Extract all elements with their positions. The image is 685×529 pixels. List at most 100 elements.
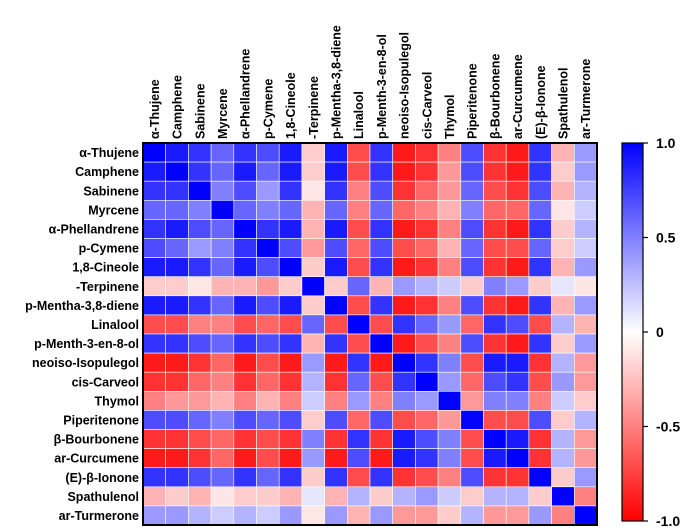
heatmap-cell: [188, 276, 212, 297]
heatmap-cell: [188, 295, 212, 316]
heatmap-cell: [392, 486, 416, 507]
heatmap-cell: [505, 238, 530, 258]
heatmap-cell: [483, 352, 507, 373]
heatmap-cell: [256, 505, 280, 526]
heatmap-cell: [415, 238, 439, 258]
heatmap-cell: [460, 219, 484, 239]
heatmap-cell: [210, 333, 235, 354]
heatmap-cell: [278, 505, 303, 526]
column-label: p-Cymene: [261, 79, 275, 139]
heatmap-cell: [233, 467, 257, 488]
row-label: p-Mentha-3,8-diene: [25, 299, 139, 313]
heatmap-cell: [165, 238, 189, 258]
heatmap-cell: [301, 257, 325, 278]
heatmap-cell: [210, 390, 235, 411]
heatmap-cell: [505, 505, 530, 526]
row-label: α-Phellandrene: [49, 222, 139, 236]
column-label: ar-Curcumene: [511, 54, 525, 139]
heatmap-cell: [278, 200, 303, 220]
heatmap-cell: [573, 448, 598, 469]
heatmap-cell: [142, 352, 167, 373]
heatmap-cell: [210, 276, 235, 297]
heatmap-cell: [301, 467, 325, 488]
heatmap-cell: [369, 371, 394, 392]
heatmap-cell: [210, 257, 235, 278]
heatmap-cell: [460, 257, 484, 278]
heatmap-cell: [256, 467, 280, 488]
colorbar-tick-label: 0.5: [656, 230, 676, 246]
heatmap-cell: [528, 295, 552, 316]
row-label: ar-Curcumene: [54, 452, 139, 466]
heatmap-cell: [233, 200, 257, 220]
column-label: -Terpinene: [307, 76, 321, 139]
heatmap-cell: [505, 295, 530, 316]
column-label: Myrcene: [216, 88, 230, 139]
heatmap-cell: [483, 219, 507, 239]
heatmap-cell: [460, 200, 484, 220]
heatmap-cell: [460, 295, 484, 316]
heatmap-cell: [188, 505, 212, 526]
heatmap-cell: [210, 180, 235, 201]
heatmap-cell: [346, 410, 371, 430]
heatmap-cell: [415, 352, 439, 373]
heatmap-cell: [437, 505, 462, 526]
heatmap-cell: [437, 276, 462, 297]
heatmap-cell: [369, 486, 394, 507]
heatmap-cell: [528, 333, 552, 354]
heatmap-cell: [483, 390, 507, 411]
heatmap-cell: [188, 410, 212, 430]
heatmap-cell: [165, 257, 189, 278]
heatmap-cell: [573, 238, 598, 258]
heatmap-cell: [551, 238, 575, 258]
heatmap-cell: [165, 276, 189, 297]
heatmap-cell: [142, 467, 167, 488]
heatmap-cell: [188, 352, 212, 373]
heatmap-cell: [505, 371, 530, 392]
heatmap-cell: [301, 180, 325, 201]
heatmap-cell: [301, 142, 325, 163]
heatmap-cell: [415, 314, 439, 335]
heatmap-cell: [437, 448, 462, 469]
heatmap-cell: [301, 276, 325, 297]
heatmap-cell: [233, 390, 257, 411]
heatmap-cell: [505, 467, 530, 488]
heatmap-cell: [165, 180, 189, 201]
heatmap-cell: [573, 295, 598, 316]
heatmap-cell: [528, 142, 552, 163]
heatmap-cell: [188, 142, 212, 163]
heatmap-cell: [392, 352, 416, 373]
heatmap-cell: [437, 486, 462, 507]
heatmap-cell: [369, 467, 394, 488]
heatmap-cell: [573, 410, 598, 430]
heatmap-cell: [437, 142, 462, 163]
heatmap-cell: [142, 200, 167, 220]
colorbar-tick-label: -1.0: [656, 513, 680, 529]
heatmap-cell: [233, 448, 257, 469]
heatmap-cell: [528, 371, 552, 392]
heatmap-cell: [301, 219, 325, 239]
row-label: Myrcene: [88, 203, 139, 217]
heatmap-cell: [392, 448, 416, 469]
heatmap-cell: [324, 257, 348, 278]
heatmap-cell: [483, 257, 507, 278]
heatmap-cell: [415, 295, 439, 316]
heatmap-cell: [346, 352, 371, 373]
heatmap-cell: [505, 314, 530, 335]
row-label: Linalool: [91, 318, 139, 332]
heatmap-cell: [460, 371, 484, 392]
heatmap-cell: [278, 142, 303, 163]
heatmap-cell: [573, 180, 598, 201]
row-label: p-Cymene: [79, 242, 139, 256]
heatmap-cell: [483, 371, 507, 392]
heatmap-cell: [188, 371, 212, 392]
heatmap-cell: [483, 333, 507, 354]
column-label: 1,8-Cineole: [284, 72, 298, 139]
heatmap-cell: [256, 314, 280, 335]
heatmap-cell: [369, 276, 394, 297]
heatmap-cell: [165, 200, 189, 220]
heatmap-cell: [142, 505, 167, 526]
heatmap-cell: [437, 371, 462, 392]
column-label: α-Phellandrene: [239, 49, 253, 139]
heatmap-cell: [188, 467, 212, 488]
heatmap-cell: [346, 295, 371, 316]
